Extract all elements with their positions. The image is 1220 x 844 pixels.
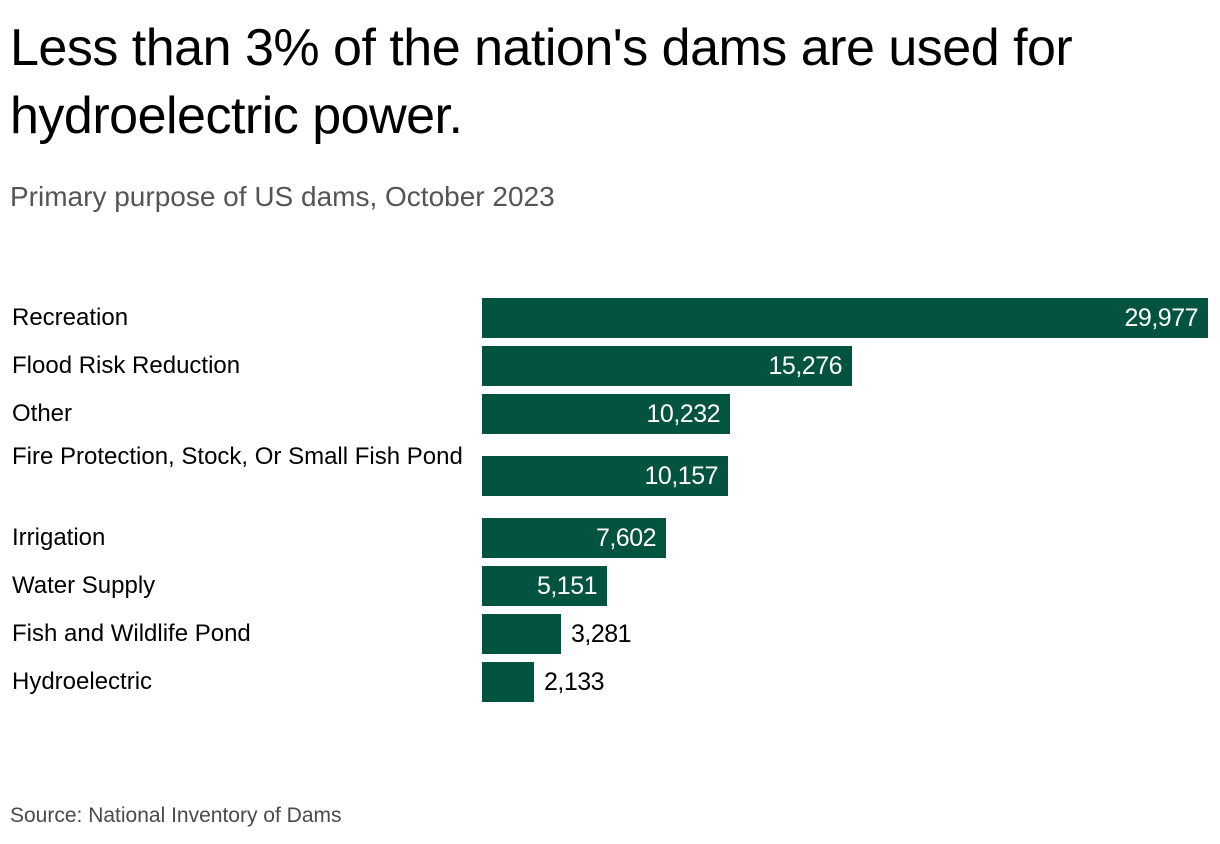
category-label: Other (12, 400, 73, 427)
bar: 15,276 (482, 346, 852, 386)
value-label: 29,977 (1124, 304, 1199, 332)
bar-row: Other 10,232 (0, 394, 1220, 434)
category-label: Recreation (12, 304, 129, 331)
category-label: Flood Risk Reduction (12, 352, 241, 379)
source-note: Source: National Inventory of Dams (10, 804, 342, 827)
category-label: Water Supply (12, 572, 156, 599)
category-label: Hydroelectric (12, 668, 153, 695)
chart-subtitle: Primary purpose of US dams, October 2023 (10, 181, 555, 212)
category-label: Irrigation (12, 524, 106, 551)
value-label: 2,133 (544, 668, 605, 696)
value-label: 10,232 (646, 400, 721, 428)
bar-row: Recreation 29,977 (0, 298, 1220, 338)
bar-row: Irrigation 7,602 (0, 518, 1220, 558)
bar-row: Fire Protection, Stock, Or Small Fish Po… (0, 443, 1220, 496)
bar: 29,977 (482, 298, 1208, 338)
value-label: 15,276 (768, 352, 843, 380)
bar-row: Hydroelectric 2,133 (0, 662, 1220, 702)
category-label: Fish and Wildlife Pond (12, 620, 251, 647)
bar (482, 662, 534, 702)
value-label: 7,602 (595, 524, 657, 552)
value-label: 10,157 (644, 462, 719, 490)
bar-row: Flood Risk Reduction 15,276 (0, 346, 1220, 386)
bar (482, 614, 561, 654)
category-label: Fire Protection, Stock, Or Small Fish Po… (12, 443, 463, 470)
bar: 7,602 (482, 518, 666, 558)
bar: 10,232 (482, 394, 730, 434)
bar-row: Fish and Wildlife Pond 3,281 (0, 614, 1220, 654)
chart-title: Less than 3% of the nation's dams are us… (10, 19, 1073, 145)
bar-row: Water Supply 5,151 (0, 566, 1220, 606)
value-label: 3,281 (571, 620, 632, 648)
value-label: 5,151 (536, 572, 598, 600)
bar: 5,151 (482, 566, 607, 606)
bar: 10,157 (482, 456, 728, 496)
